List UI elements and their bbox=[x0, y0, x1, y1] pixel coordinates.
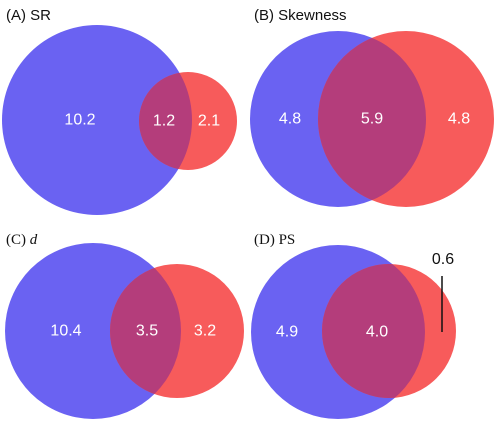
panel-b-overlap-value: 5.9 bbox=[361, 111, 383, 128]
panel-d-left-only-value: 4.9 bbox=[276, 324, 298, 341]
panel-b-left-only-value: 4.8 bbox=[279, 111, 301, 128]
panel-d-right-only-value: 0.6 bbox=[432, 251, 454, 268]
panel-c-title: (C) d bbox=[6, 232, 38, 248]
panel-a: (A) SR 10.2 1.2 2.1 bbox=[2, 7, 237, 215]
panel-b-overlap bbox=[318, 31, 426, 207]
panel-a-left-only-value: 10.2 bbox=[64, 112, 95, 129]
panel-d-title: (D) PS bbox=[254, 232, 295, 248]
panel-c-overlap bbox=[110, 264, 181, 398]
panel-c-left-only-value: 10.4 bbox=[50, 323, 81, 340]
panel-d: (D) PS 4.9 4.0 0.6 bbox=[251, 232, 456, 419]
panel-b-title: (B) Skewness bbox=[254, 7, 347, 24]
panel-a-right-only-value: 2.1 bbox=[198, 113, 220, 130]
panel-c-overlap-value: 3.5 bbox=[136, 323, 158, 340]
panel-b-right-only-value: 4.8 bbox=[448, 111, 470, 128]
panel-a-title: (A) SR bbox=[6, 7, 51, 24]
panel-c: (C) d 10.4 3.5 3.2 bbox=[5, 232, 244, 419]
panel-b: (B) Skewness 4.8 5.9 4.8 bbox=[250, 7, 494, 207]
panel-a-overlap bbox=[139, 72, 192, 170]
panel-a-overlap-value: 1.2 bbox=[153, 113, 175, 130]
panel-a-left-circle bbox=[2, 25, 192, 215]
panel-c-right-only-value: 3.2 bbox=[194, 323, 216, 340]
panel-d-overlap-value: 4.0 bbox=[366, 324, 388, 341]
